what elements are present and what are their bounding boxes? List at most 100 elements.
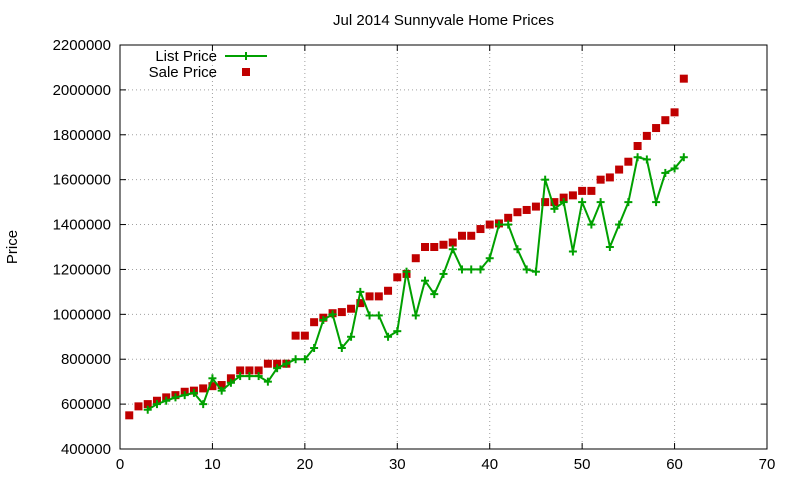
list-price-point [263, 377, 272, 386]
list-price-point [559, 198, 568, 207]
x-tick-label: 50 [574, 456, 591, 473]
sale-price-point [485, 220, 494, 229]
list-price-point [605, 243, 614, 251]
sale-price-point [439, 240, 448, 249]
list-price-point [439, 269, 448, 278]
sale-price-point [273, 359, 282, 368]
list-price-point [679, 153, 688, 162]
sale-price-point [633, 142, 642, 150]
list-price-point [578, 198, 587, 207]
list-price-point [162, 396, 171, 405]
list-price-point [411, 311, 420, 320]
legend-label-sale-price: Sale Price [149, 64, 217, 81]
list-price-point [522, 265, 531, 274]
list-price-point [596, 198, 605, 207]
sale-price-point [457, 231, 466, 240]
sale-price-point [624, 157, 633, 166]
sale-price-point [513, 208, 522, 217]
chart-title: Jul 2014 Sunnyvale Home Prices [333, 12, 554, 29]
sale-price-point [384, 286, 393, 295]
sale-price-point [679, 74, 688, 83]
y-tick-label: 400000 [61, 441, 111, 458]
list-price-point [421, 276, 430, 285]
list-price-point [448, 245, 457, 254]
series-layer [125, 74, 688, 420]
y-tick-label: 800000 [61, 351, 111, 368]
sale-price-point [263, 359, 272, 368]
list-price-point [374, 311, 383, 320]
list-price-point [180, 391, 189, 400]
list-price-point [282, 359, 291, 368]
list-price-point [384, 332, 393, 341]
sale-price-point [448, 238, 457, 247]
sale-price-point [254, 366, 263, 375]
list-price-point [236, 372, 245, 381]
sale-price-point [236, 366, 245, 375]
y-tick-label: 1800000 [53, 127, 111, 144]
sale-price-point [199, 384, 208, 393]
y-tick-label: 600000 [61, 396, 111, 413]
sale-price-point [661, 116, 670, 125]
sale-price-point [356, 299, 365, 308]
sale-price-point [559, 193, 568, 202]
list-price-point [504, 220, 513, 229]
plot-border [119, 44, 768, 450]
sale-price-point [125, 411, 134, 420]
sale-price-point [430, 243, 439, 251]
sale-price-point [615, 165, 624, 174]
sale-price-point [143, 400, 152, 409]
sale-price-point [245, 366, 254, 375]
y-tick-label: 2000000 [53, 82, 111, 99]
y-tick-label: 2200000 [53, 37, 111, 54]
x-tick-label: 30 [389, 456, 406, 473]
sale-price-point [652, 124, 661, 133]
sale-price-point [596, 175, 605, 184]
list-price-point [485, 254, 494, 263]
list-price-point [615, 220, 624, 229]
list-price-point [300, 355, 309, 364]
sale-price-point [347, 304, 356, 313]
sale-price-point [365, 292, 374, 301]
sale-price-point [300, 331, 309, 340]
list-price-point [199, 400, 208, 409]
list-price-point [476, 265, 485, 274]
y-tick-label: 1400000 [53, 217, 111, 234]
sale-price-point [541, 198, 550, 207]
sale-price-point [134, 402, 143, 411]
list-price-point [402, 267, 411, 276]
sale-price-point [393, 273, 402, 282]
list-price-point [642, 155, 651, 164]
sale-price-point [670, 108, 679, 117]
sale-price-point [642, 131, 651, 140]
list-price-point [217, 386, 226, 395]
sale-price-point [578, 186, 587, 195]
list-price-point [652, 198, 661, 207]
sale-price-point [226, 374, 235, 383]
list-price-point [337, 344, 346, 352]
sale-price-point [522, 205, 531, 214]
sale-price-point [291, 331, 300, 340]
sale-price-point [587, 186, 596, 195]
list-price-point [587, 220, 596, 229]
list-price-point [550, 204, 559, 213]
list-price-point [661, 168, 670, 177]
list-price-point [152, 400, 161, 409]
list-price-point [494, 220, 503, 229]
list-price-point [208, 374, 217, 383]
list-price-point [365, 311, 374, 320]
x-tick-label: 40 [481, 456, 498, 473]
sale-price-point [374, 292, 383, 301]
sale-price-point [467, 231, 476, 240]
sale-price-point [531, 202, 540, 211]
x-tick-label: 70 [759, 456, 776, 473]
sale-price-point [476, 225, 485, 234]
sale-price-point [208, 382, 217, 391]
list-price-point [226, 378, 235, 387]
list-price-point [457, 265, 466, 274]
x-tick-label: 20 [297, 456, 314, 473]
axis-ticks: 0 10 20 30 40 50 60 70 400000 600000 800000 1000000… [53, 37, 776, 473]
list-price-point [568, 247, 577, 256]
